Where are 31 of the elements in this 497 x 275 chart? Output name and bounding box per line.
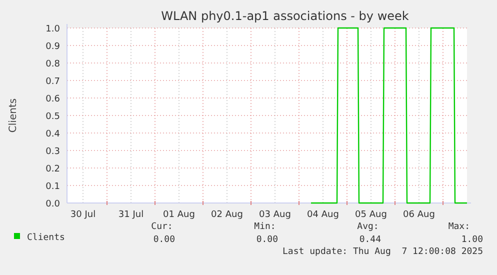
text: Cur:: [151, 222, 173, 232]
y-tick-label: 1.0: [46, 24, 60, 34]
y-tick-label: 0.9: [46, 42, 60, 52]
text: Min:: [254, 222, 276, 232]
y-tick-label: 0.0: [46, 200, 60, 210]
x-tick-label: 01 Aug: [163, 210, 195, 220]
x-tick-label: 31 Jul: [118, 210, 144, 220]
legend-label: Clients: [27, 233, 65, 243]
y-tick-label: 0.2: [46, 164, 60, 174]
text: Last update: Thu Aug 7 12:00:08 2025: [282, 247, 483, 257]
chart-title: WLAN phy0.1-ap1 associations - by week: [161, 9, 409, 23]
y-tick-label: 0.8: [46, 60, 60, 70]
text: 1.00: [461, 235, 483, 245]
y-tick-label: 0.4: [46, 130, 60, 140]
y-tick-label: 0.3: [46, 147, 60, 157]
y-tick-label: 0.7: [46, 77, 60, 87]
text: Max:: [448, 222, 470, 232]
text: 0.00: [153, 235, 175, 245]
x-tick-label: 06 Aug: [403, 210, 435, 220]
x-tick-label: 04 Aug: [307, 210, 339, 220]
y-tick-label: 0.5: [46, 112, 60, 122]
text: Avg:: [357, 222, 379, 232]
x-tick-label: 02 Aug: [211, 210, 243, 220]
text: 0.00: [256, 235, 278, 245]
x-tick-label: 03 Aug: [259, 210, 291, 220]
y-axis-title: Clients: [8, 98, 19, 133]
y-tick-label: 0.1: [46, 182, 60, 192]
x-tick-label: 05 Aug: [355, 210, 387, 220]
text: 0.44: [359, 235, 381, 245]
y-tick-label: 0.6: [46, 94, 60, 104]
x-tick-label: 30 Jul: [70, 210, 96, 220]
